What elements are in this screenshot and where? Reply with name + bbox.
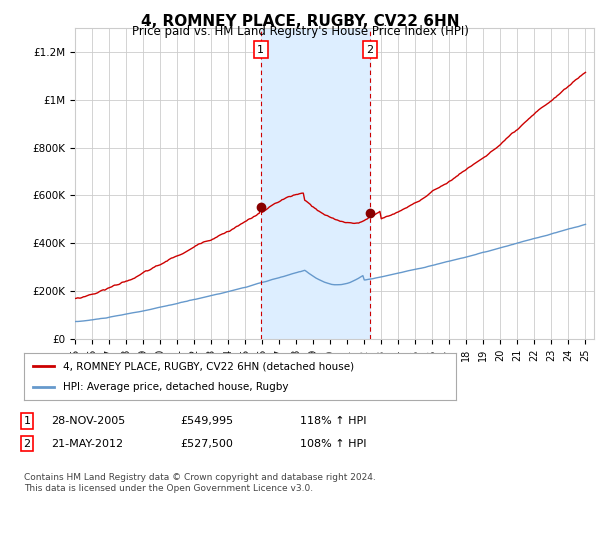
Text: £527,500: £527,500 — [180, 438, 233, 449]
Bar — [261, 28, 370, 339]
Text: 21-MAY-2012: 21-MAY-2012 — [51, 438, 123, 449]
Text: 108% ↑ HPI: 108% ↑ HPI — [300, 438, 367, 449]
Text: Contains HM Land Registry data © Crown copyright and database right 2024.
This d: Contains HM Land Registry data © Crown c… — [24, 473, 376, 493]
Text: 118% ↑ HPI: 118% ↑ HPI — [300, 416, 367, 426]
Text: 4, ROMNEY PLACE, RUGBY, CV22 6HN: 4, ROMNEY PLACE, RUGBY, CV22 6HN — [141, 14, 459, 29]
Text: £549,995: £549,995 — [180, 416, 233, 426]
Text: 1: 1 — [23, 416, 31, 426]
Text: HPI: Average price, detached house, Rugby: HPI: Average price, detached house, Rugb… — [63, 382, 289, 392]
Text: 2: 2 — [367, 44, 374, 54]
Text: 2: 2 — [23, 438, 31, 449]
Text: 1: 1 — [257, 44, 264, 54]
Text: 4, ROMNEY PLACE, RUGBY, CV22 6HN (detached house): 4, ROMNEY PLACE, RUGBY, CV22 6HN (detach… — [63, 361, 354, 371]
Text: 28-NOV-2005: 28-NOV-2005 — [51, 416, 125, 426]
Text: Price paid vs. HM Land Registry's House Price Index (HPI): Price paid vs. HM Land Registry's House … — [131, 25, 469, 38]
